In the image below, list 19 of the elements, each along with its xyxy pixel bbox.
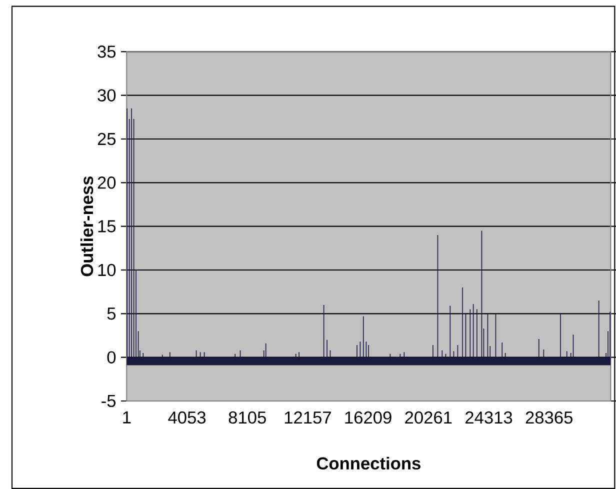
x-tick-label: 8105 [228,411,266,424]
y-tick-label: 0 [107,351,116,364]
x-tick-label: 4053 [168,411,206,424]
y-axis-title: Outlier-ness [80,176,94,276]
x-tick-label: 24313 [466,411,512,424]
y-tick-label: 30 [98,89,116,102]
y-tick-label: 35 [98,46,116,58]
x-tick-label: 20261 [405,411,452,424]
y-tick-label: 5 [107,308,116,320]
x-tick-label: 28365 [526,411,572,424]
y-tick-label: 10 [98,264,116,276]
x-tick-label: 12157 [284,411,331,424]
x-tick-label: 16209 [345,411,392,424]
y-tick-label: 20 [98,176,116,189]
x-tick-label: 1 [123,411,131,424]
x-axis-title: Connections [316,456,420,470]
y-tick-label: -5 [102,394,116,408]
y-tick-label: 25 [98,132,116,146]
y-tick-label: 15 [98,220,116,232]
